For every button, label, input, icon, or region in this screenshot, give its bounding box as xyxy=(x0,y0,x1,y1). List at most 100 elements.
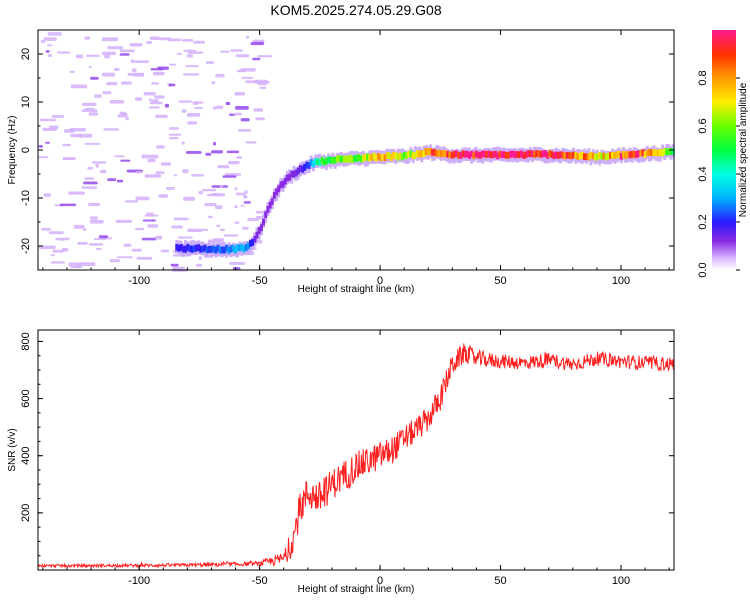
noise-blob xyxy=(204,203,217,207)
noise-blob xyxy=(122,113,128,117)
noise-blob xyxy=(101,72,116,77)
noise-blob xyxy=(176,52,183,55)
ridge-cell xyxy=(593,153,597,161)
colorbar-tick-label: 0.0 xyxy=(697,262,709,277)
colorbar-axis: 0.0 0.2 0.4 0.6 0.8 xyxy=(697,70,740,278)
ridge-cell xyxy=(552,152,556,160)
noise-blob xyxy=(95,247,102,251)
ridge-cell xyxy=(626,151,630,158)
noise-blob xyxy=(141,154,159,159)
ridge-cell xyxy=(559,151,563,159)
noise-blob xyxy=(211,193,219,196)
ridge-cell xyxy=(311,160,315,168)
noise-blob xyxy=(215,205,223,210)
ridge-cell xyxy=(548,150,552,157)
ridge-cell xyxy=(500,151,504,159)
ridge-cell xyxy=(522,152,526,159)
ridge-cell xyxy=(340,155,344,163)
noise-blob xyxy=(119,49,135,53)
ridge-cell xyxy=(652,149,656,156)
noise-blob xyxy=(196,263,203,267)
ridge-cell xyxy=(424,148,428,155)
noise-blob xyxy=(156,145,165,149)
noise-blob xyxy=(219,228,225,232)
noise-blob xyxy=(243,194,248,199)
noise-blob xyxy=(124,200,139,203)
ridge-cell xyxy=(236,244,239,251)
spectrogram-y-label: Frequency (Hz) xyxy=(7,116,18,185)
noise-blob xyxy=(186,113,201,117)
noise-blob xyxy=(170,263,179,267)
noise-blob xyxy=(59,203,77,207)
noise-blob xyxy=(192,101,199,105)
noise-blob xyxy=(155,171,165,175)
ridge-cell xyxy=(448,151,452,159)
noise-blob xyxy=(148,98,152,102)
noise-blob xyxy=(101,37,118,42)
ridge-cell xyxy=(511,150,515,158)
noise-blob xyxy=(47,32,62,36)
noise-blob xyxy=(104,54,111,59)
noise-blob xyxy=(147,224,159,228)
ridge-cell xyxy=(470,150,474,158)
noise-blob xyxy=(242,226,249,230)
snr-series-line xyxy=(37,343,675,570)
ridge-cell xyxy=(379,154,383,162)
ridge-cell xyxy=(253,235,257,243)
ridge-cell xyxy=(494,150,497,158)
noise-blob xyxy=(68,262,83,267)
noise-blob xyxy=(255,117,265,121)
noise-blob xyxy=(82,228,87,231)
noise-blob xyxy=(211,150,223,154)
noise-blob xyxy=(220,50,230,53)
colorbar-tick-label: 0.2 xyxy=(697,214,709,229)
ridge-cell xyxy=(485,151,489,158)
noise-blob xyxy=(50,261,65,264)
noise-blob xyxy=(56,51,71,54)
noise-blob xyxy=(240,204,245,207)
noise-blob xyxy=(88,243,104,246)
ridge-cell xyxy=(663,148,667,155)
snr-background xyxy=(38,330,674,570)
ridge-cell xyxy=(487,150,491,158)
ridge-cell xyxy=(569,152,573,160)
ridge-cell xyxy=(377,152,380,160)
noise-blob xyxy=(142,219,156,222)
ridge-cell xyxy=(400,153,404,161)
noise-blob xyxy=(146,212,154,217)
ridge-cell xyxy=(405,152,409,159)
ridge-cell xyxy=(628,151,632,159)
noise-blob xyxy=(115,219,132,223)
ridge-cell xyxy=(507,151,511,159)
noise-blob xyxy=(88,112,98,116)
noise-blob xyxy=(151,82,160,85)
noise-blob xyxy=(181,141,185,145)
x-tick-label: -50 xyxy=(252,275,268,287)
noise-blob xyxy=(253,108,263,112)
ridge-cell xyxy=(179,244,183,251)
noise-blob xyxy=(222,175,237,178)
ridge-cell xyxy=(433,149,437,156)
snr-x-axis: -100 -50 0 50 100 xyxy=(42,330,670,587)
noise-blob xyxy=(91,161,107,164)
noise-blob xyxy=(186,54,193,58)
ridge-cell xyxy=(455,150,458,158)
noise-blob xyxy=(158,194,168,198)
ridge-cell xyxy=(201,245,205,253)
ridge-cell xyxy=(565,151,569,159)
noise-blob xyxy=(245,141,257,144)
ridge-cell xyxy=(426,148,430,156)
ridge-cell xyxy=(654,149,658,157)
noise-blob xyxy=(226,150,240,154)
ridge-cell xyxy=(238,244,242,252)
ridge-cell xyxy=(244,244,248,251)
noise-blob xyxy=(167,38,182,42)
ridge-cell xyxy=(422,150,426,158)
ridge-cell xyxy=(648,149,651,156)
ridge-cell xyxy=(474,150,478,158)
noise-blob xyxy=(94,94,102,98)
ridge-cell xyxy=(524,151,528,159)
noise-blob xyxy=(153,71,165,76)
noise-blob xyxy=(88,202,100,207)
